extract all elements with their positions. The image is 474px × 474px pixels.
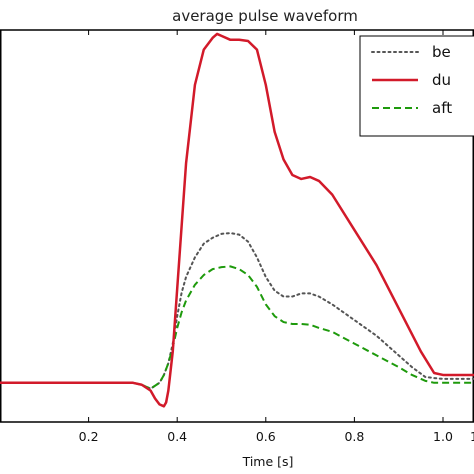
plot-frame [0,29,474,423]
chart-title: average pulse waveform [172,7,358,25]
x-axis-label: Time [s] [242,454,294,469]
legend-label-be: be [432,43,451,61]
legend-label-aft: aft [432,99,452,117]
x-tick-label: 0.4 [167,429,187,444]
series-line-aft [0,265,474,390]
x-tick-label-edge: 1 [470,429,474,444]
plot-area: 0.2 0.4 0.6 0.8 1.0 1 [0,29,474,444]
legend: be du aft [359,35,474,137]
series-line-be [0,232,474,390]
series-line-du [0,32,474,408]
legend-label-du: du [432,71,451,89]
x-tick-label: 0.8 [344,429,364,444]
x-tick-label: 0.2 [79,429,99,444]
x-tick-label: 1.0 [433,429,453,444]
x-tick-label: 0.6 [256,429,276,444]
